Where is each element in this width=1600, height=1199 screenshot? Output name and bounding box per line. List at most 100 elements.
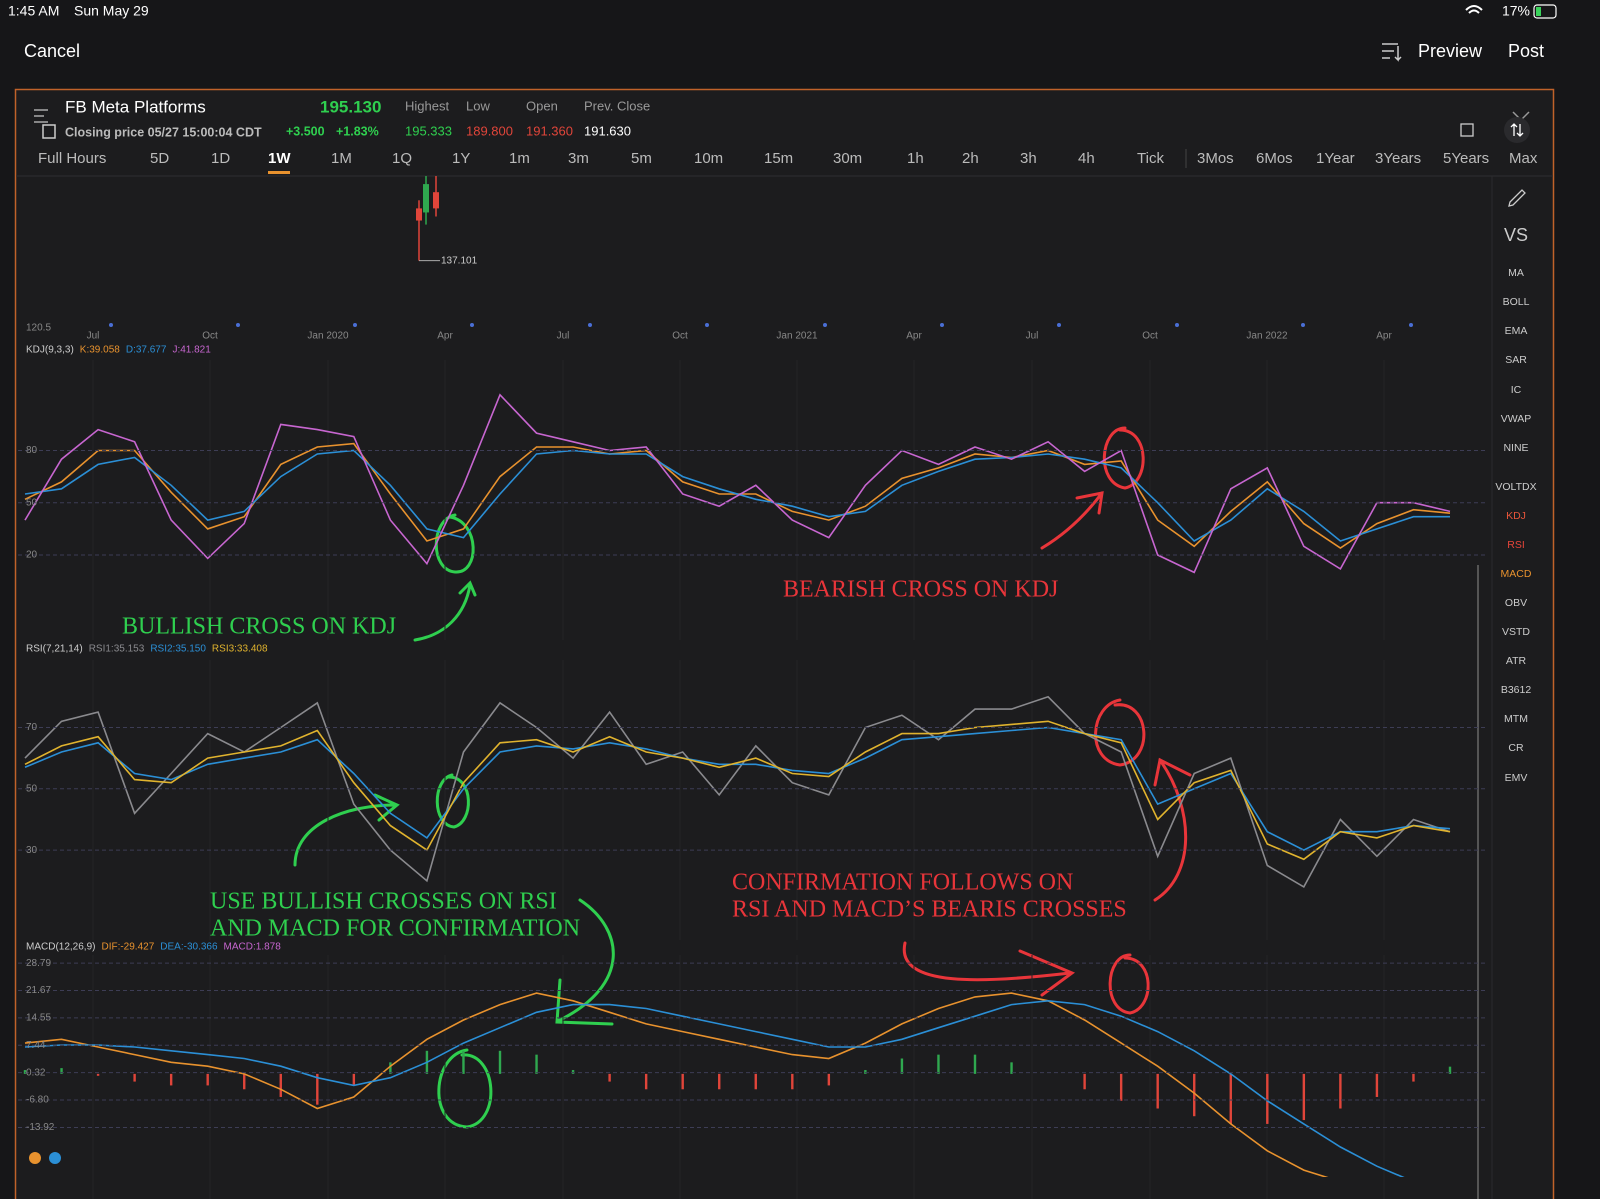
- indicator-option[interactable]: EMV: [1505, 772, 1528, 784]
- indicator-option[interactable]: VOLTDX: [1495, 481, 1536, 493]
- histogram-bar: [973, 1054, 977, 1074]
- indicator-option[interactable]: IC: [1511, 384, 1522, 396]
- legend-entry: DIF:-29.427: [101, 942, 154, 953]
- period-tab[interactable]: 1W: [268, 150, 291, 167]
- period-tab[interactable]: 1Q: [392, 150, 412, 167]
- period-tab[interactable]: 1Y: [452, 150, 470, 167]
- period-tab[interactable]: 5D: [150, 150, 169, 167]
- histogram-bar: [23, 1070, 27, 1074]
- arrow-mark: [902, 941, 1076, 997]
- period-tab[interactable]: 3Years: [1375, 150, 1421, 167]
- sort-icon[interactable]: [1382, 43, 1402, 62]
- post-button[interactable]: Post: [1508, 41, 1544, 61]
- field-value: 191.360: [526, 123, 573, 138]
- histogram-bar: [206, 1073, 209, 1086]
- histogram-bar: [937, 1054, 940, 1074]
- period-tab[interactable]: 10m: [694, 150, 723, 167]
- indicator-option[interactable]: MACD: [1501, 568, 1532, 580]
- indicator-option[interactable]: KDJ: [1506, 510, 1526, 522]
- indicator-option[interactable]: VS: [1504, 225, 1528, 245]
- x-tick-label: Jan 2020: [307, 331, 349, 342]
- event-dot: [1057, 323, 1061, 327]
- period-tab[interactable]: 5Years: [1443, 150, 1489, 167]
- period-tab[interactable]: 3h: [1020, 150, 1037, 167]
- indicator-option[interactable]: SAR: [1505, 354, 1527, 366]
- period-tab[interactable]: 1h: [907, 150, 924, 167]
- swap-icon: [1510, 123, 1524, 137]
- menu-icon[interactable]: [34, 109, 48, 123]
- indicator-option[interactable]: NINE: [1503, 442, 1528, 454]
- x-tick-label: Jan 2022: [1246, 331, 1288, 342]
- period-tab[interactable]: 5m: [631, 150, 652, 167]
- preview-button[interactable]: Preview: [1418, 41, 1483, 61]
- period-tab[interactable]: Tick: [1137, 150, 1164, 167]
- indicator-label: MACD(12,26,9): [26, 942, 95, 953]
- indicator-line: [24, 992, 1329, 1177]
- histogram-bar: [1266, 1073, 1269, 1124]
- arrow-mark: [1153, 757, 1192, 902]
- indicator-option[interactable]: CR: [1508, 742, 1524, 754]
- chart-frame: [14, 88, 1555, 1199]
- period-tab[interactable]: 30m: [833, 150, 862, 167]
- period-tab[interactable]: 1M: [331, 150, 352, 167]
- period-tab[interactable]: 4h: [1078, 150, 1095, 167]
- indicator-option[interactable]: MA: [1508, 267, 1524, 279]
- annotation: BULLISH CROSS ON KDJ: [122, 614, 396, 640]
- period-tab[interactable]: 1Year: [1316, 150, 1355, 167]
- pencil-icon[interactable]: [1508, 189, 1526, 207]
- y-tick-label: -13.92: [26, 1122, 55, 1133]
- period-tab[interactable]: 1D: [211, 150, 230, 167]
- x-tick-label: Apr: [1376, 331, 1392, 342]
- histogram-bar: [644, 1073, 648, 1090]
- period-tab[interactable]: Max: [1509, 150, 1538, 167]
- change-pct: +1.83%: [336, 124, 379, 138]
- indicator-option[interactable]: VSTD: [1502, 626, 1530, 638]
- period-tab[interactable]: Full Hours: [38, 150, 106, 167]
- histogram-bar: [1302, 1073, 1306, 1121]
- histogram-bar: [681, 1073, 684, 1090]
- tool-icon[interactable]: [49, 1152, 61, 1164]
- legend-entry: MACD:1.878: [224, 942, 282, 953]
- indicator-option[interactable]: OBV: [1505, 597, 1527, 609]
- field-value: 195.333: [405, 123, 452, 138]
- event-dot: [236, 323, 240, 327]
- period-tab[interactable]: 2h: [962, 150, 979, 167]
- field-value: 191.630: [584, 123, 631, 138]
- swap-button[interactable]: [1504, 117, 1530, 143]
- arrow-mark: [413, 580, 477, 642]
- circle-mark: [1108, 953, 1150, 1015]
- event-dot: [470, 323, 474, 327]
- tool-icon[interactable]: [29, 1152, 41, 1164]
- candle-body: [423, 184, 429, 213]
- indicator-option[interactable]: VWAP: [1501, 413, 1532, 425]
- indicator-option[interactable]: ATR: [1506, 655, 1527, 667]
- y-tick-label: 50: [26, 497, 38, 508]
- x-tick-label: Jul: [1026, 331, 1039, 342]
- share-icon[interactable]: [1460, 123, 1474, 137]
- annotation: AND MACD FOR CONFIRMATION: [210, 916, 580, 942]
- histogram-bar: [1448, 1066, 1452, 1074]
- indicator-option[interactable]: BOLL: [1503, 296, 1530, 308]
- histogram-bar: [352, 1073, 356, 1086]
- period-tab[interactable]: 6Mos: [1256, 150, 1293, 167]
- hand-drawings: [293, 426, 1192, 1129]
- battery-percent: 17%: [1502, 3, 1530, 19]
- y-tick-label: 14.55: [26, 1013, 51, 1024]
- event-dot: [1175, 323, 1179, 327]
- period-tab[interactable]: 15m: [764, 150, 793, 167]
- indicator-option[interactable]: B3612: [1501, 684, 1532, 696]
- delete-icon[interactable]: [42, 124, 56, 139]
- indicator-option[interactable]: MTM: [1504, 713, 1528, 725]
- x-tick-label: Apr: [437, 331, 453, 342]
- period-tab[interactable]: 1m: [509, 150, 530, 167]
- symbol: FB Meta Platforms: [65, 97, 206, 116]
- y-tick-label: 120.5: [26, 322, 51, 333]
- y-tick-label: 21.67: [26, 985, 51, 996]
- cancel-button[interactable]: Cancel: [24, 41, 80, 61]
- legend-entry: J:41.821: [172, 345, 211, 356]
- period-tab[interactable]: 3m: [568, 150, 589, 167]
- indicator-option[interactable]: EMA: [1505, 325, 1528, 337]
- indicator-option[interactable]: RSI: [1507, 539, 1525, 551]
- kdj-panel: [24, 393, 1451, 574]
- period-tab[interactable]: 3Mos: [1197, 150, 1234, 167]
